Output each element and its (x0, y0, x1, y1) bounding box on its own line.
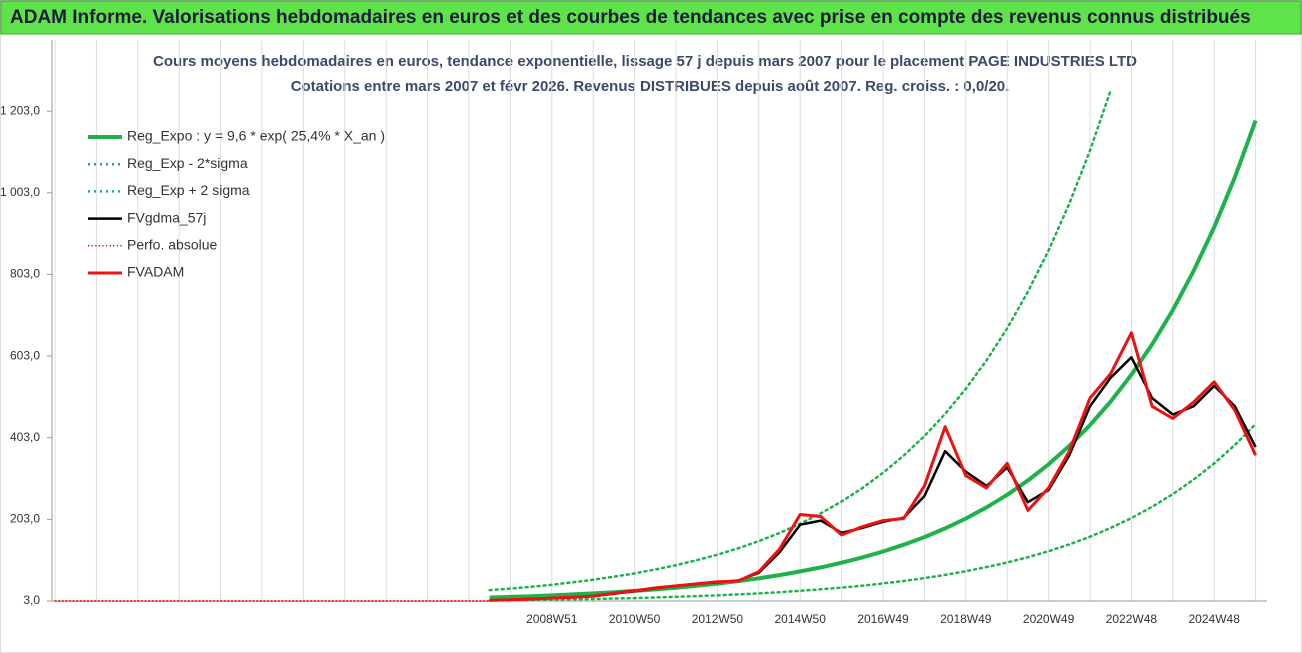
y-tick-label: 203,0 (10, 512, 40, 526)
x-tick-label: 2010W50 (609, 612, 661, 626)
x-tick-label: 2018W49 (940, 612, 992, 626)
y-tick-label: 1 203,0 (0, 103, 40, 117)
series-line (488, 422, 1257, 602)
x-tick-label: 2024W48 (1189, 612, 1241, 626)
chart-subtitle: Cotations entre mars 2007 et févr 2026. … (291, 78, 1010, 95)
y-tick-label: 3,0 (23, 593, 40, 607)
chart-title: Cours moyens hebdomadaires en euros, ten… (153, 53, 1137, 70)
title-bar (0, 0, 1302, 35)
x-tick-label: 2012W50 (692, 612, 744, 626)
y-tick-label: 603,0 (10, 348, 40, 362)
legend-label: Reg_Exp - 2*sigma (127, 155, 248, 171)
series-line (489, 331, 1257, 602)
legend-label: FVADAM (127, 264, 184, 280)
plot (54, 89, 1258, 602)
legend-label: Perfo. absolue (127, 237, 217, 253)
legend-label: Reg_Expo : y = 9,6 * exp( 25,4% * X_an ) (127, 128, 385, 144)
legend-label: FVgdma_57j (127, 209, 206, 225)
y-tick-label: 1 003,0 (0, 185, 40, 199)
y-tick-label: 403,0 (10, 430, 40, 444)
x-tick-label: 2022W48 (1106, 612, 1158, 626)
y-tick-label: 803,0 (10, 267, 40, 281)
x-tick-label: 2008W51 (526, 612, 578, 626)
legend: Reg_Expo : y = 9,6 * exp( 25,4% * X_an )… (88, 128, 385, 280)
x-tick-label: 2016W49 (857, 612, 909, 626)
legend-label: Reg_Exp + 2 sigma (127, 182, 250, 198)
x-tick-label: 2014W50 (775, 612, 827, 626)
page-title: ADAM Informe. Valorisations hebdomadaire… (10, 7, 1251, 28)
x-tick-label: 2020W49 (1023, 612, 1075, 626)
